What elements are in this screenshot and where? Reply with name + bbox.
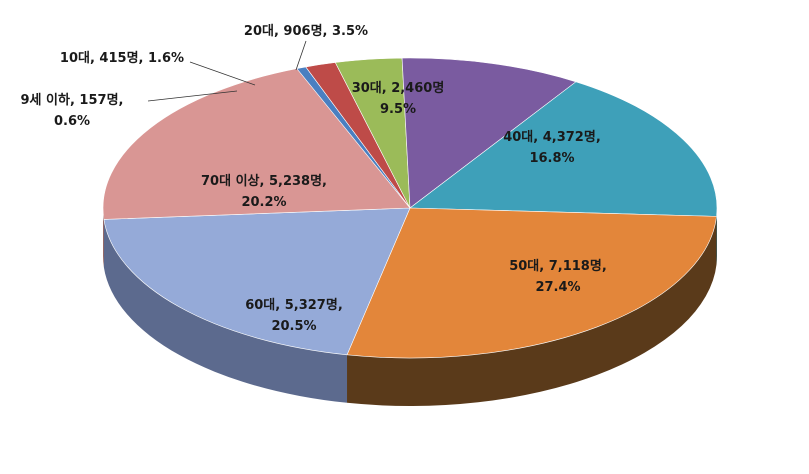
slice-label-line1: 30대, 2,460명 xyxy=(352,80,445,96)
leader-lines xyxy=(147,40,307,102)
slice-label-line1: 20대, 906명, 3.5% xyxy=(244,23,368,39)
pie-slice-6 xyxy=(103,207,411,356)
leader-line-2 xyxy=(295,40,307,71)
pie-top-faces xyxy=(102,57,718,359)
slice-label-line2: 0.6% xyxy=(54,114,90,129)
pie-side-6 xyxy=(103,219,348,403)
slice-label-line2: 20.5% xyxy=(271,319,316,334)
slice-label-line1: 40대, 4,372명, xyxy=(503,129,601,145)
slice-label-line1: 70대 이상, 5,238명, xyxy=(201,173,327,189)
pie-slice-4 xyxy=(409,81,718,217)
slice-label-line1: 9세 이하, 157명, xyxy=(21,92,124,108)
pie-slice-5 xyxy=(346,207,717,359)
pie-side-walls xyxy=(103,208,717,406)
pie-slice-7 xyxy=(102,68,411,220)
slice-label-5: 50대, 7,118명, 27.4% xyxy=(509,258,607,295)
slice-label-0: 9세 이하, 157명, 0.6% xyxy=(21,92,124,129)
slice-label-line2: 16.8% xyxy=(529,151,574,166)
slice-label-line2: 9.5% xyxy=(380,102,416,117)
pie-slice-3 xyxy=(401,57,577,209)
slice-label-4: 40대, 4,372명, 16.8% xyxy=(503,129,601,166)
pie-side-7 xyxy=(103,208,104,268)
slice-label-6: 60대, 5,327명, 20.5% xyxy=(245,297,343,334)
slice-label-1: 10대, 415명, 1.6% xyxy=(60,50,184,66)
slice-label-2: 20대, 906명, 3.5% xyxy=(244,23,368,39)
slice-label-line1: 60대, 5,327명, xyxy=(245,297,343,313)
slice-label-line2: 20.2% xyxy=(241,195,286,210)
slice-label-line2: 27.4% xyxy=(535,280,580,295)
slice-labels: 9세 이하, 157명, 0.6% 10대, 415명, 1.6% 20대, 906명… xyxy=(21,23,607,334)
slice-label-7: 70대 이상, 5,238명, 20.2% xyxy=(201,173,327,210)
slice-label-line1: 10대, 415명, 1.6% xyxy=(60,50,184,66)
slice-label-3: 30대, 2,460명 9.5% xyxy=(352,80,445,117)
slice-label-line1: 50대, 7,118명, xyxy=(509,258,607,274)
leader-line-1 xyxy=(189,61,256,86)
leader-line-0 xyxy=(147,90,238,102)
pie-side-5 xyxy=(347,216,717,406)
